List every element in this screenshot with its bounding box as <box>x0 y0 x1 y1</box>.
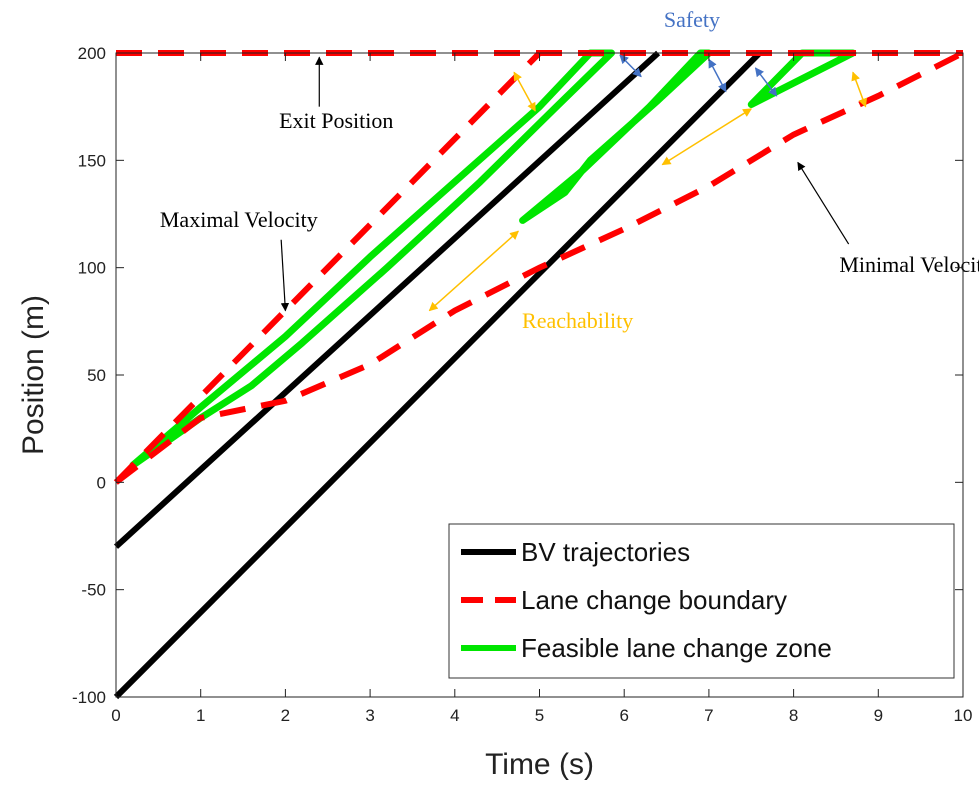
y-tick-label: 200 <box>78 44 106 63</box>
series-bv-trajectories-segment-2 <box>113 50 762 700</box>
safety-arrow-4 <box>619 54 642 78</box>
legend-box <box>448 523 955 679</box>
x-tick-label: 5 <box>535 706 544 725</box>
x-axis-label: Time (s) <box>485 748 594 781</box>
y-tick-label: 150 <box>78 151 106 170</box>
series-lane-change-boundary-segment-2 <box>113 50 542 485</box>
x-tick-label: 0 <box>111 706 120 725</box>
safety-arrow-6 <box>754 67 778 97</box>
y-tick-label: 100 <box>78 259 106 278</box>
legend-label-feasible-lane-change-zone: Feasible lane change zone <box>521 633 832 663</box>
annotation-maximal-velocity: Maximal Velocity <box>160 207 318 232</box>
pointer-arrow-3 <box>797 161 850 245</box>
x-tick-label: 2 <box>281 706 290 725</box>
annotation-reachability: Reachability <box>522 308 633 333</box>
legend-label-lane-change-boundary: Lane change boundary <box>521 585 787 615</box>
y-tick-label: -50 <box>81 581 106 600</box>
series-bv-trajectories-segment-1 <box>113 50 661 549</box>
reach-arrow-7 <box>513 71 536 112</box>
x-tick-label: 10 <box>954 706 973 725</box>
reach-arrow-10 <box>661 108 753 166</box>
x-tick-label: 1 <box>196 706 205 725</box>
reach-arrow-9 <box>428 230 519 312</box>
reach-arrow-8 <box>851 71 868 108</box>
series-lane-change-boundary-segment-3 <box>114 50 965 485</box>
legend: BV trajectories Lane change boundary Fea… <box>448 523 955 679</box>
annotation-exit-position: Exit Position <box>279 108 393 133</box>
annotation-safety: Safety <box>664 7 720 32</box>
x-tick-label: 7 <box>704 706 713 725</box>
x-tick-label: 3 <box>365 706 374 725</box>
x-tick-label: 6 <box>619 706 628 725</box>
y-tick-label: 50 <box>87 366 106 385</box>
annotation-minimal-velocity: Minimal Velocity <box>839 252 979 277</box>
y-tick-label: 0 <box>97 473 106 492</box>
y-tick-label: -100 <box>72 688 106 707</box>
safety-arrow-5 <box>708 58 727 93</box>
legend-label-bv-trajectories: BV trajectories <box>521 537 690 567</box>
y-axis-label: Position (m) <box>17 295 50 455</box>
x-tick-label: 9 <box>874 706 883 725</box>
series-feasible-lane-change-zone-segment-3 <box>747 49 857 108</box>
annotation-layer: Safety Exit Position Maximal Velocity Minim… <box>160 7 979 333</box>
x-tick-label: 4 <box>450 706 459 725</box>
axis-ticks: 0 1 2 3 4 5 6 7 8 9 10 -100 -50 0 50 100 150 200 <box>72 44 972 725</box>
pointer-arrow-2 <box>280 239 290 312</box>
x-tick-label: 8 <box>789 706 798 725</box>
